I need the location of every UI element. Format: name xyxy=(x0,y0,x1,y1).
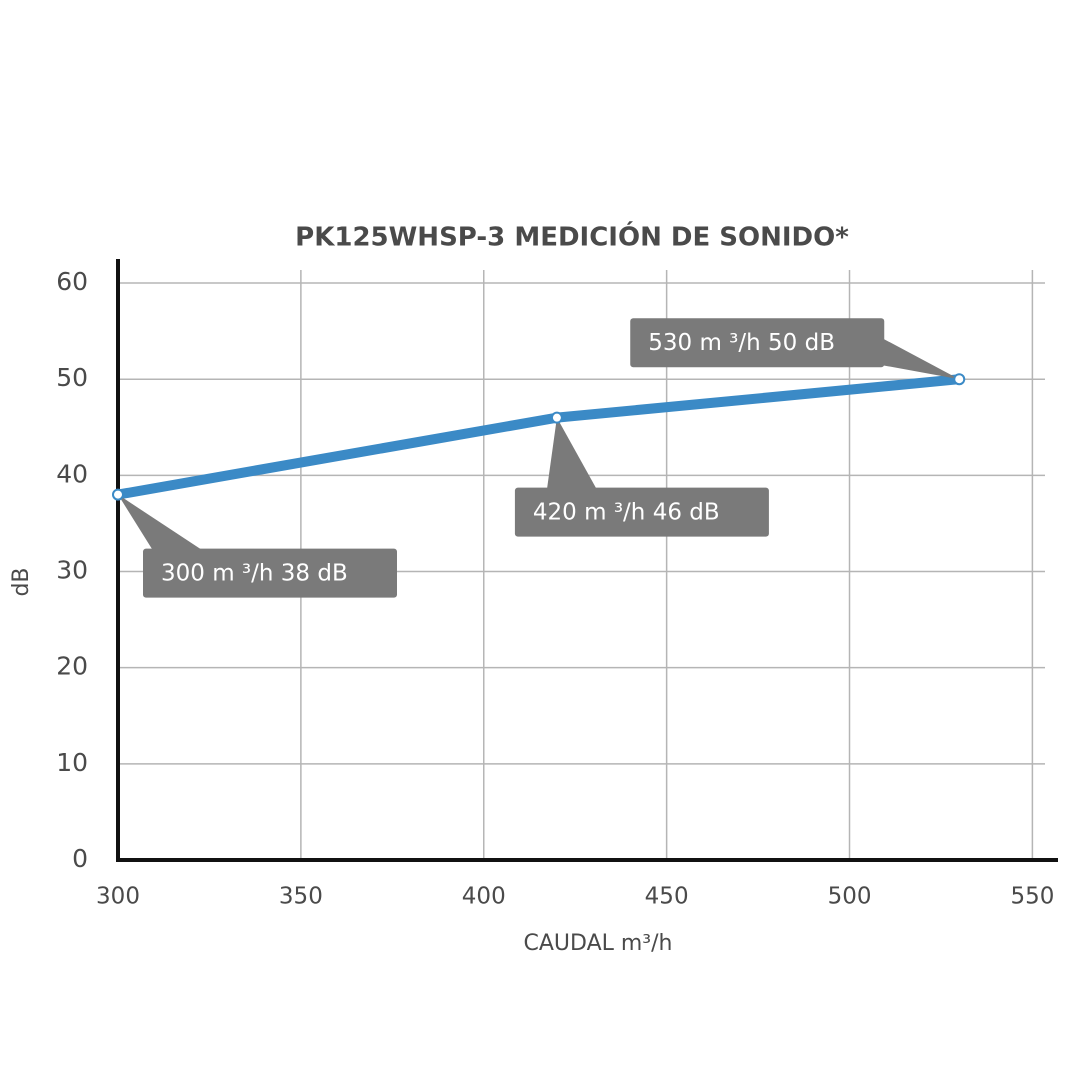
x-tick-label: 450 xyxy=(645,884,689,910)
callout-pointer xyxy=(118,494,203,551)
callout-pointer xyxy=(546,417,597,490)
y-tick-label: 40 xyxy=(56,459,88,488)
grid: 0 10 20 30 40 50 60 300 350 400 450 500 550 xyxy=(56,259,1058,910)
y-tick-label: 30 xyxy=(56,556,88,585)
x-tick-label: 550 xyxy=(1010,884,1054,910)
annotation-box xyxy=(143,548,397,598)
x-tick-label: 400 xyxy=(462,884,506,910)
data-point xyxy=(953,373,966,386)
x-tick-label: 350 xyxy=(279,884,323,910)
data-point xyxy=(112,488,124,501)
annotation: 300 m ³/h 38 dB xyxy=(161,561,348,587)
y-tick-label: 0 xyxy=(72,844,88,873)
callout-pointer xyxy=(882,338,960,380)
y-tick-label: 10 xyxy=(56,748,88,777)
annotation-box xyxy=(514,487,769,537)
annotation-box xyxy=(630,318,885,368)
data-point xyxy=(550,411,563,424)
x-tick-label: 500 xyxy=(828,884,872,910)
y-tick-label: 50 xyxy=(56,363,88,392)
annotation: 530 m ³/h 50 dB xyxy=(648,330,835,356)
annotation: 420 m ³/h 46 dB xyxy=(533,500,720,526)
x-tick-label: 300 xyxy=(96,884,140,910)
y-axis-label: dB xyxy=(9,567,34,596)
y-tick-label: 20 xyxy=(56,652,88,681)
y-tick-label: 60 xyxy=(56,267,88,296)
plot: 300 m ³/h 38 dB 420 m ³/h 46 dB 530 m ³/h … xyxy=(112,318,966,598)
x-axis-label: CAUDAL m³/h xyxy=(524,931,673,956)
chart-title: PK125WHSP-3 MEDICIÓN DE SONIDO* xyxy=(295,221,849,253)
